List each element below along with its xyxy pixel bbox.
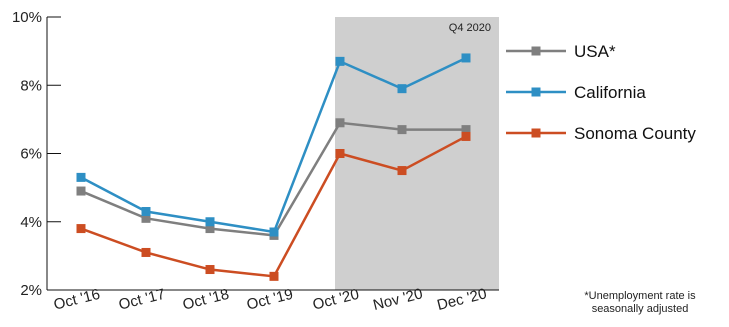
data-point [141, 247, 151, 257]
data-point [141, 213, 151, 223]
legend-label: California [574, 83, 646, 102]
y-tick-label: 8% [20, 77, 42, 94]
footnote-line-2: seasonally adjusted [591, 303, 689, 315]
legend-marker [531, 128, 541, 138]
legend: USA* California Sonoma County [506, 42, 696, 143]
legend-label: Sonoma County [574, 124, 696, 143]
legend-label: USA* [574, 42, 616, 61]
footnote: *Unemployment rate is seasonally adjuste… [555, 290, 725, 316]
data-point [205, 224, 215, 234]
q4-2020-highlight-band [335, 17, 499, 290]
legend-item: Sonoma County [506, 124, 696, 143]
data-point [205, 217, 215, 227]
y-axis-ticks: 2% 4% 6% 8% 10% [12, 9, 61, 299]
legend-item: California [506, 83, 646, 102]
y-tick-label: 6% [20, 146, 42, 163]
data-point [397, 84, 407, 94]
series-california [76, 53, 471, 237]
data-point [76, 224, 86, 234]
series-sonoma-county [76, 131, 471, 281]
data-point [205, 265, 215, 275]
legend-marker [531, 46, 541, 56]
data-point [397, 166, 407, 176]
data-point [76, 172, 86, 182]
data-point [335, 118, 345, 128]
legend-item: USA* [506, 42, 616, 61]
y-tick-label: 2% [20, 282, 42, 299]
data-point [269, 227, 279, 237]
data-point [335, 56, 345, 66]
data-point [335, 149, 345, 158]
legend-marker [531, 87, 541, 97]
data-point [461, 131, 471, 141]
y-tick-label: 10% [12, 9, 42, 26]
q4-2020-label: Q4 2020 [449, 22, 491, 34]
data-point [269, 271, 279, 281]
data-point [461, 53, 471, 63]
data-point [76, 186, 86, 196]
series-lines [76, 53, 471, 281]
data-point [397, 125, 407, 135]
y-tick-label: 4% [20, 214, 42, 231]
footnote-line-1: *Unemployment rate is [584, 290, 696, 302]
data-point [141, 207, 151, 217]
data-point [461, 125, 471, 135]
